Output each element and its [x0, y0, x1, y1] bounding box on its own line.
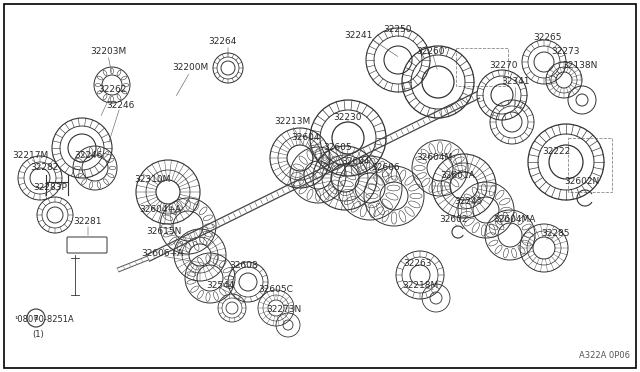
Bar — [568, 138, 612, 192]
Text: 32241: 32241 — [344, 32, 372, 41]
Text: 32285: 32285 — [541, 230, 570, 238]
Text: 32544: 32544 — [206, 282, 234, 291]
Text: 32602: 32602 — [440, 215, 468, 224]
Text: 32217M: 32217M — [12, 151, 48, 160]
Text: 32604: 32604 — [292, 134, 320, 142]
Text: 32605C: 32605C — [259, 285, 293, 295]
Text: 32282: 32282 — [30, 164, 58, 173]
Text: 32341: 32341 — [502, 77, 531, 87]
Text: 32203M: 32203M — [90, 48, 126, 57]
Text: ¹08070-8251A: ¹08070-8251A — [14, 315, 74, 324]
Bar — [456, 48, 508, 86]
Text: A322A 0P06: A322A 0P06 — [579, 351, 630, 360]
Text: 32605: 32605 — [324, 142, 352, 151]
Text: 32250: 32250 — [384, 26, 412, 35]
Text: 32264: 32264 — [208, 38, 236, 46]
Text: 32604M: 32604M — [416, 154, 452, 163]
Text: 32604+A: 32604+A — [139, 205, 181, 215]
Text: 32222: 32222 — [542, 148, 570, 157]
Text: 32263: 32263 — [404, 260, 432, 269]
Text: 32273N: 32273N — [266, 305, 301, 314]
Text: 32310M: 32310M — [134, 176, 170, 185]
Text: 32615N: 32615N — [147, 228, 182, 237]
Text: 32606+A: 32606+A — [141, 250, 183, 259]
Text: 32265: 32265 — [534, 33, 563, 42]
Text: 32262: 32262 — [98, 86, 126, 94]
Text: 32230: 32230 — [333, 113, 362, 122]
Text: B: B — [34, 315, 38, 321]
Text: 32283P: 32283P — [33, 183, 67, 192]
Text: (1): (1) — [32, 330, 44, 340]
Text: 32606: 32606 — [372, 164, 400, 173]
Text: 32270: 32270 — [490, 61, 518, 70]
Text: 32604: 32604 — [342, 157, 371, 167]
Text: 32218M: 32218M — [402, 280, 438, 289]
Text: 32608: 32608 — [230, 262, 259, 270]
Text: 32260’: 32260’ — [417, 48, 447, 57]
Text: 32213M: 32213M — [274, 118, 310, 126]
Text: 32246: 32246 — [106, 100, 134, 109]
Text: 32246: 32246 — [74, 151, 102, 160]
Text: 32602N: 32602N — [564, 177, 600, 186]
Text: 32604MA: 32604MA — [493, 215, 535, 224]
Text: 32281: 32281 — [74, 218, 102, 227]
Text: 32601A: 32601A — [440, 171, 476, 180]
Text: 32200M: 32200M — [172, 64, 208, 73]
Text: 32273: 32273 — [552, 48, 580, 57]
Text: 32138N: 32138N — [563, 61, 598, 70]
Text: 32245: 32245 — [454, 198, 482, 206]
